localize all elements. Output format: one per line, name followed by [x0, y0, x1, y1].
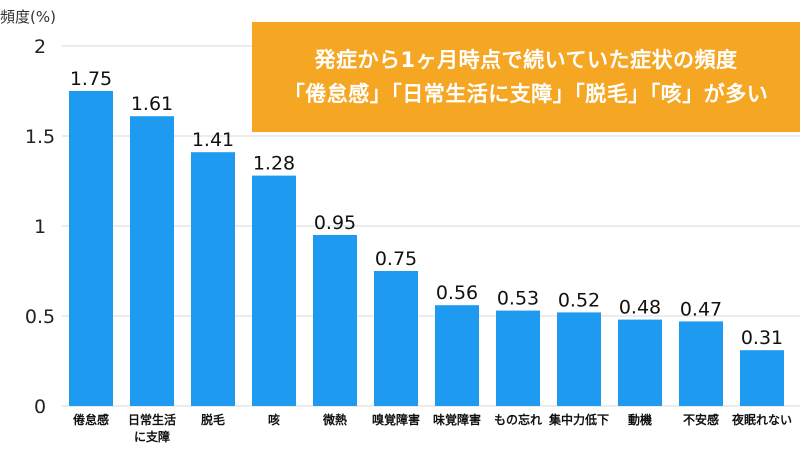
y-tick-label: 2 [34, 36, 46, 58]
category-label-line: 咳 [268, 412, 280, 427]
value-label: 0.75 [375, 248, 417, 270]
y-ticks: 0 0.5 1 1.5 2 [25, 36, 55, 418]
y-tick-label: 1 [34, 216, 46, 238]
value-label: 0.48 [619, 297, 661, 319]
category-label-line: 脱毛 [201, 412, 225, 427]
bar [435, 305, 479, 406]
bar [679, 321, 723, 406]
bar [374, 271, 418, 406]
category-label: 動機 [628, 412, 652, 427]
category-label-line: 夜眠れない [731, 412, 792, 427]
category-label: 不安感 [683, 412, 719, 427]
value-label: 0.56 [436, 282, 478, 304]
value-label: 0.52 [558, 289, 600, 311]
category-label: 味覚障害 [433, 412, 481, 427]
bars [69, 91, 784, 406]
category-label: 集中力低下 [548, 412, 609, 427]
banner-title: 発症から1ヶ月時点で続いていた症状の頻度 [314, 48, 738, 72]
value-label: 0.47 [680, 298, 722, 320]
category-label-line: 日常生活 [128, 412, 176, 427]
title-banner: 発症から1ヶ月時点で続いていた症状の頻度 「倦怠感」「日常生活に支障」「脱毛」「… [252, 22, 800, 132]
bar [69, 91, 113, 406]
category-label-line: 嗅覚障害 [372, 412, 420, 427]
value-labels: 1.75 1.61 1.41 1.28 0.95 0.75 0.56 0.53 0.52 0.48… [70, 68, 783, 349]
category-label-line: もの忘れ [494, 412, 542, 427]
category-label: 咳 [268, 412, 280, 427]
category-label: 微熱 [322, 412, 347, 427]
category-label-line: 微熱 [322, 412, 347, 427]
category-label-line: に支障 [134, 429, 170, 444]
bar [618, 319, 662, 406]
bar [130, 116, 174, 406]
category-label: 脱毛 [201, 412, 225, 427]
y-tick-label: 0 [34, 396, 46, 418]
y-tick-label: 0.5 [25, 306, 55, 328]
category-label-line: 味覚障害 [433, 412, 481, 427]
category-label-line: 集中力低下 [548, 412, 609, 427]
value-label: 1.61 [131, 93, 173, 115]
y-tick-label: 1.5 [25, 126, 55, 148]
category-label-line: 動機 [628, 412, 652, 427]
category-label-line: 不安感 [683, 412, 719, 427]
banner-subtitle: 「倦怠感」「日常生活に支障」「脱毛」「咳」が多い [283, 82, 769, 106]
bar [252, 175, 296, 406]
bar [557, 312, 601, 406]
value-label: 0.53 [497, 288, 539, 310]
category-label: 倦怠感 [73, 412, 109, 427]
category-label: 夜眠れない [731, 412, 792, 427]
bar [496, 310, 540, 406]
value-label: 1.75 [70, 68, 112, 90]
value-label: 0.31 [741, 327, 783, 349]
value-label: 0.95 [314, 212, 356, 234]
value-label: 1.28 [253, 153, 295, 175]
category-label: 日常生活に支障 [128, 412, 176, 444]
value-label: 1.41 [192, 129, 234, 151]
bar [313, 235, 357, 406]
bar [740, 350, 784, 406]
bar [191, 152, 235, 406]
x-categories: 倦怠感 日常生活に支障 脱毛 咳 微熱 嗅覚障害 味覚障害 もの忘れ 集中力低下 動機 不安感 夜眠れ… [73, 412, 792, 444]
category-label: 嗅覚障害 [372, 412, 420, 427]
category-label: もの忘れ [494, 412, 542, 427]
category-label-line: 倦怠感 [73, 412, 109, 427]
y-axis-label: 頻度(%) [0, 8, 56, 26]
